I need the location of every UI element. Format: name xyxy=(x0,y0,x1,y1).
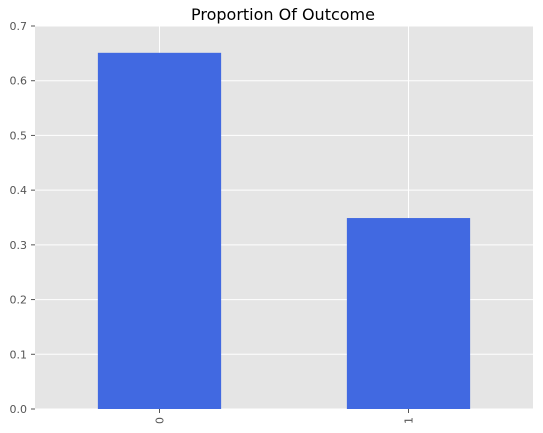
bar-0 xyxy=(97,52,222,410)
y-tick-label: 0.7 xyxy=(10,20,28,33)
y-axis-ticks: 0.0 0.1 0.2 0.3 0.4 0.5 0.6 0.7 xyxy=(10,20,35,416)
y-tick-label: 0.3 xyxy=(10,239,28,252)
y-tick-label: 0.6 xyxy=(10,75,28,88)
y-tick-label: 0.0 xyxy=(10,403,28,416)
y-tick-label: 0.4 xyxy=(10,184,28,197)
y-tick-label: 0.2 xyxy=(10,294,28,307)
chart-title: Proportion Of Outcome xyxy=(191,5,375,24)
x-tick-label: 0 xyxy=(154,417,167,424)
y-tick-label: 0.5 xyxy=(10,129,28,142)
bar-1 xyxy=(346,218,471,409)
x-tick-label: 1 xyxy=(403,417,416,424)
bars xyxy=(97,52,471,410)
y-tick-label: 0.1 xyxy=(10,348,28,361)
